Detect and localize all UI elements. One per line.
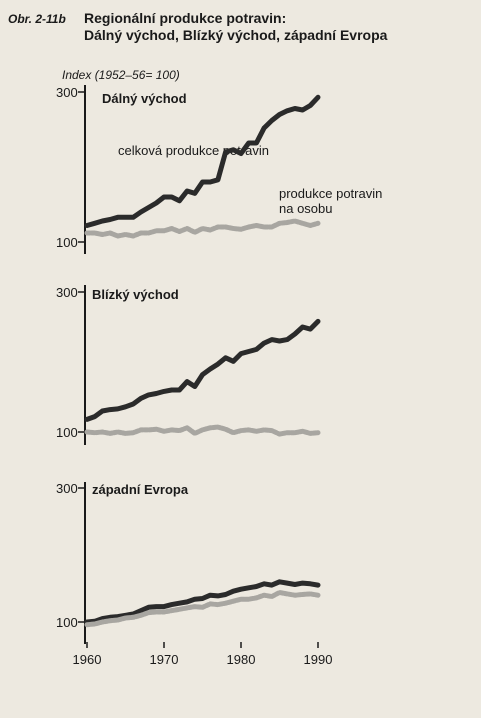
panel-3-tick-label-100: 100 bbox=[56, 615, 78, 630]
panel-3-total-production-line bbox=[87, 582, 318, 622]
panel-1-tick-label-300: 300 bbox=[56, 85, 78, 100]
panel-2-per-capita-line bbox=[87, 427, 318, 434]
panel-near-east: 300 100 Blízký východ bbox=[56, 285, 318, 445]
x-tick-label-1980: 1980 bbox=[227, 652, 256, 667]
panel-2-title: Blízký východ bbox=[92, 287, 179, 302]
x-tick-label-1970: 1970 bbox=[150, 652, 179, 667]
panel-2-total-production-line bbox=[87, 321, 318, 419]
panel-2-tick-label-300: 300 bbox=[56, 285, 78, 300]
x-tick-label-1960: 1960 bbox=[73, 652, 102, 667]
panel-1-title: Dálný východ bbox=[102, 91, 187, 106]
panel-1-per-capita-line bbox=[87, 221, 318, 236]
x-axis: 1960 1970 1980 1990 bbox=[73, 632, 333, 667]
panel-far-east: 300 100 Dálný východ celková produkce po… bbox=[56, 85, 382, 254]
panel-western-europe: 300 100 západní Evropa bbox=[56, 481, 318, 632]
x-tick-label-1990: 1990 bbox=[304, 652, 333, 667]
annotation-per-capita-line-2: na osobu bbox=[279, 201, 333, 216]
y-axis-label: Index (1952–56= 100) bbox=[62, 68, 180, 82]
panel-3-title: západní Evropa bbox=[92, 482, 189, 497]
annotation-per-capita-line-1: produkce potravin bbox=[279, 186, 382, 201]
panel-1-tick-label-100: 100 bbox=[56, 235, 78, 250]
panel-3-tick-label-300: 300 bbox=[56, 481, 78, 496]
panel-2-tick-label-100: 100 bbox=[56, 425, 78, 440]
